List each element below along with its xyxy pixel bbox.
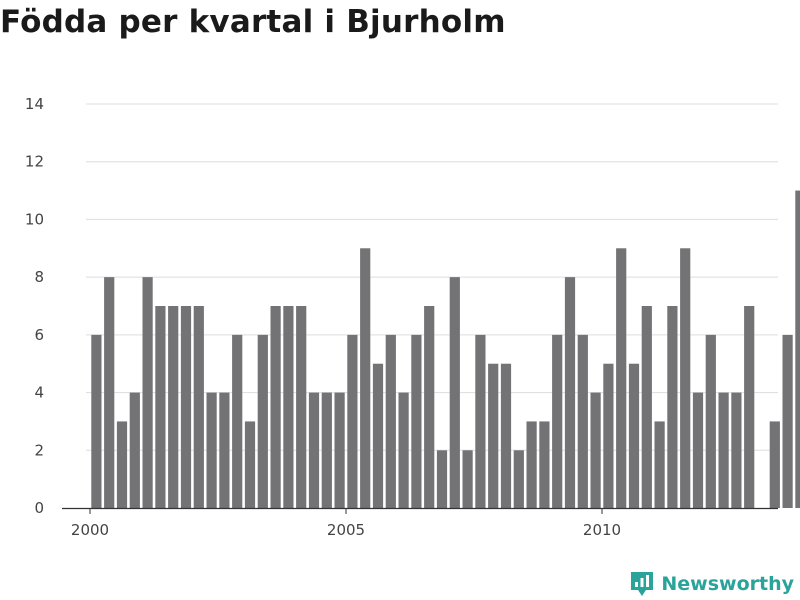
bar: [385, 334, 396, 508]
bar: [155, 306, 166, 508]
bar: [718, 392, 729, 508]
bar: [411, 334, 422, 508]
bar: [449, 277, 460, 508]
brand-name: Newsworthy: [661, 573, 794, 595]
bar: [628, 363, 640, 508]
bar: [488, 363, 499, 508]
y-tick-label: 10: [25, 210, 44, 228]
bar: [462, 450, 473, 508]
y-tick-label: 14: [25, 95, 44, 113]
bar: [654, 421, 665, 508]
bar: [577, 334, 588, 508]
x-tick-label: 2005: [327, 521, 365, 539]
bar: [436, 450, 448, 508]
x-tick-label: 2000: [71, 521, 109, 539]
y-tick-label: 4: [34, 384, 44, 402]
bar: [526, 421, 537, 508]
bar: [283, 306, 294, 508]
bar: [398, 392, 409, 508]
bar: [539, 421, 550, 508]
bar: [180, 306, 192, 508]
y-tick-label: 6: [34, 326, 44, 344]
bar: [168, 306, 179, 508]
bar: [564, 277, 576, 508]
bar: [552, 334, 563, 508]
bar: [232, 334, 243, 508]
bar: [424, 306, 435, 508]
bar: [116, 421, 128, 508]
bar: [308, 392, 320, 508]
newsworthy-logo-icon: [631, 572, 654, 596]
bar: [360, 248, 371, 509]
y-axis-ticks: 0 2 4 6 8 10 12 14: [25, 95, 44, 517]
bar: [321, 392, 332, 508]
bar: [641, 306, 652, 508]
bars: [91, 190, 800, 509]
bar: [680, 248, 691, 509]
newsworthy-logo: Newsworthy: [629, 570, 794, 598]
bar: [206, 392, 217, 508]
bar: [257, 334, 268, 508]
bar: [193, 306, 204, 508]
y-tick-label: 12: [25, 153, 44, 171]
x-axis-ticks: 200020052010201520202025: [71, 508, 621, 539]
bar: [692, 392, 704, 508]
y-tick-label: 8: [34, 268, 44, 286]
bar: [104, 277, 115, 508]
bar: [500, 363, 512, 508]
bar: [513, 450, 524, 508]
bar: [91, 334, 102, 508]
bar: [744, 306, 755, 508]
bar: [590, 392, 601, 508]
bar: [731, 392, 742, 508]
bar: [603, 363, 614, 508]
y-tick-label: 2: [34, 441, 44, 459]
x-tick-label: 2010: [583, 521, 621, 539]
bar: [219, 392, 230, 508]
bar: [795, 190, 800, 509]
bar: [142, 277, 153, 508]
bar: [705, 334, 716, 508]
bar: [270, 306, 281, 508]
bar: [667, 306, 678, 508]
bar: [616, 248, 627, 509]
chart-title: Födda per kvartal i Bjurholm: [0, 4, 506, 40]
bar: [129, 392, 140, 508]
bar: [475, 334, 486, 508]
bar: [347, 334, 358, 508]
bar: [244, 421, 256, 508]
y-tick-label: 0: [34, 499, 44, 517]
bar: [372, 363, 384, 508]
bar: [782, 334, 793, 508]
bar: [769, 421, 780, 508]
bar: [296, 306, 307, 508]
bar: [334, 392, 345, 508]
